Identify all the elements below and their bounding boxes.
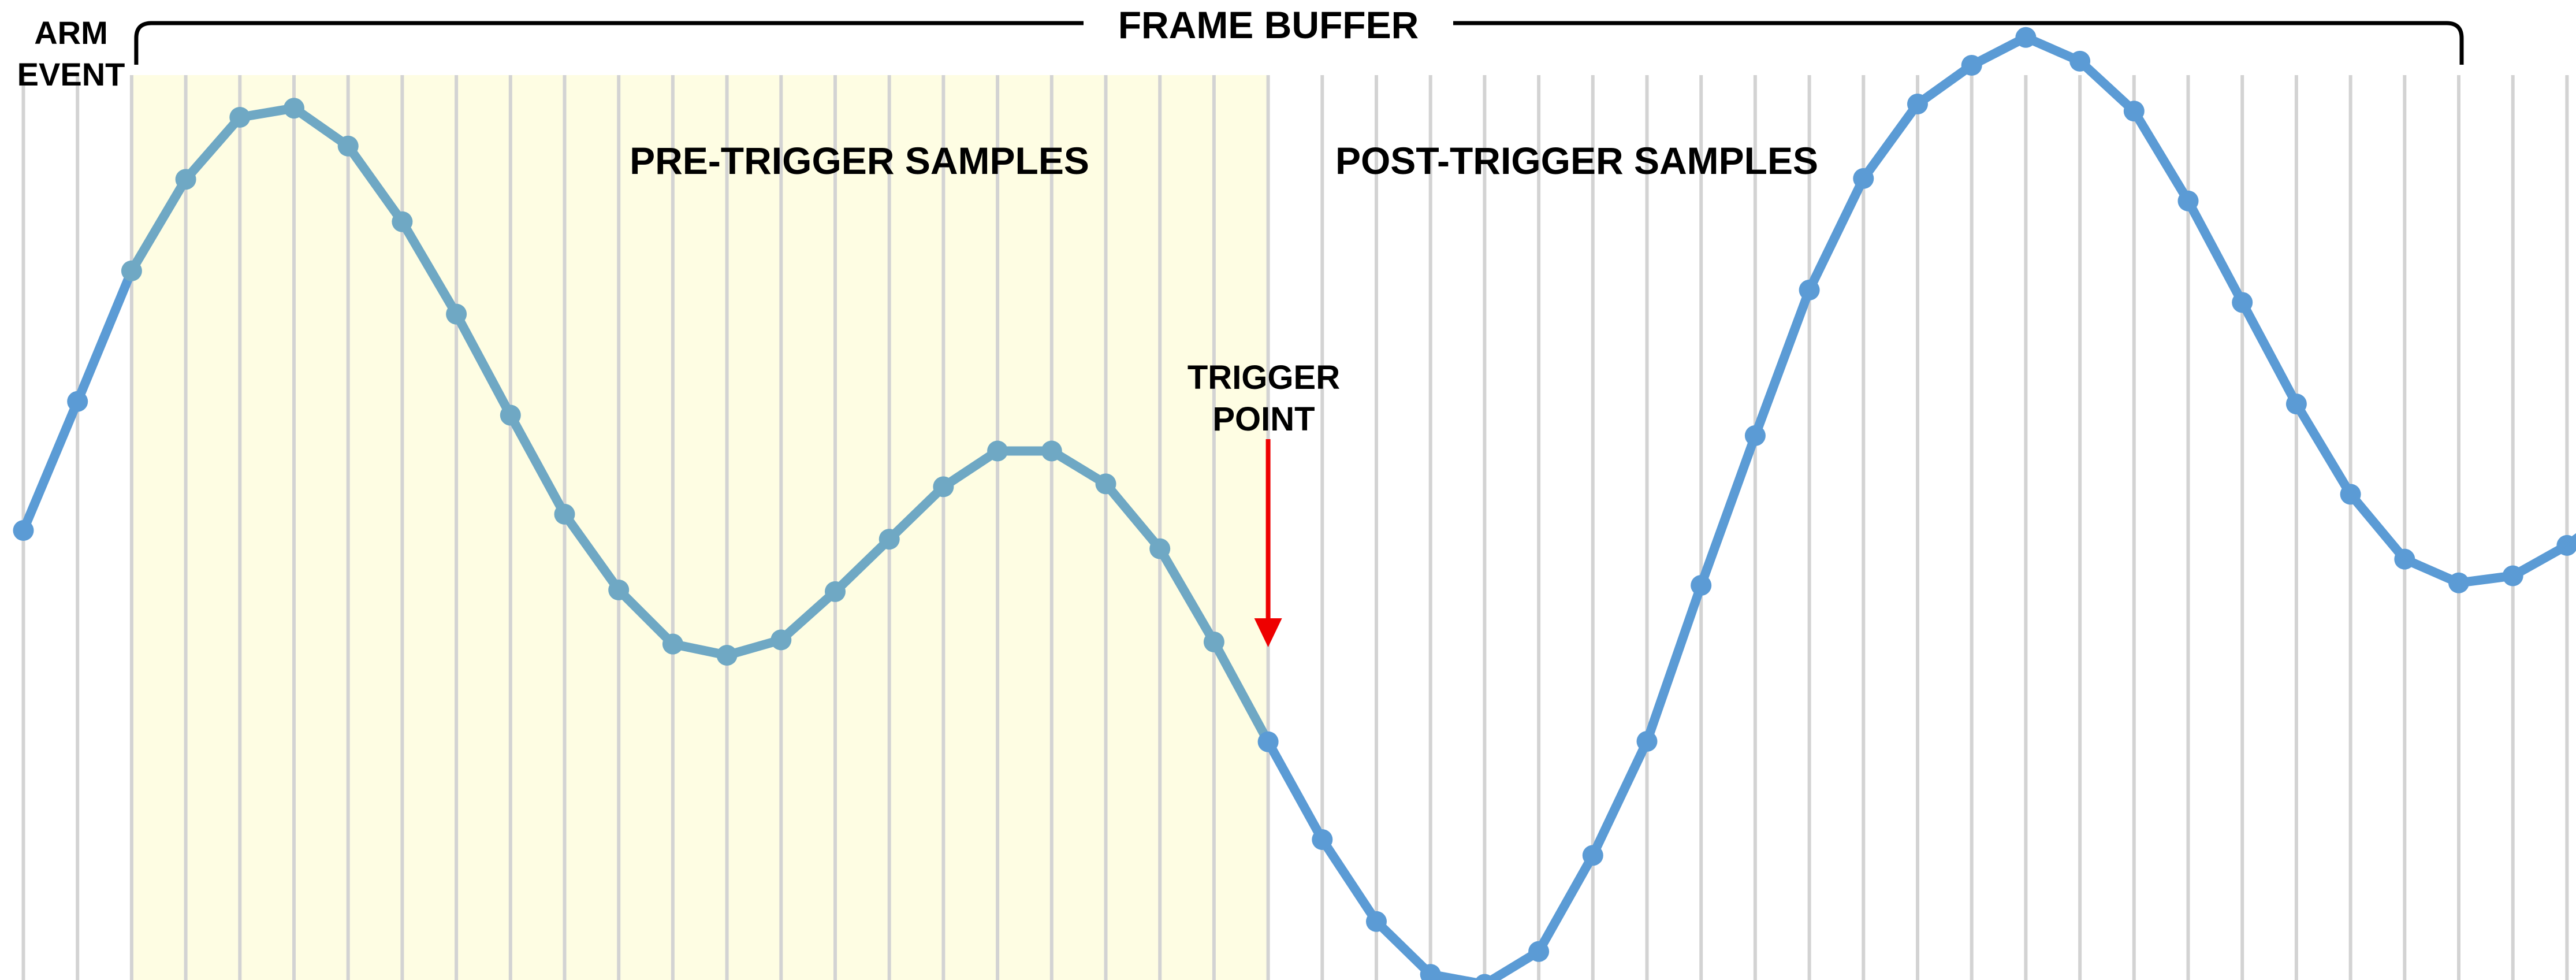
waveform-segment [884, 482, 948, 544]
trigger-point-label-line1: TRIGGER [1188, 359, 1340, 396]
sample-point [1257, 731, 1279, 752]
arm-event-label-line2: EVENT [17, 56, 125, 92]
waveform-segment [1372, 916, 1435, 979]
waveform-segment [1101, 479, 1165, 554]
waveform-segment [1534, 851, 1598, 956]
pre-trigger-samples-label: PRE-TRIGGER SAMPLES [630, 139, 1089, 182]
sample-point [500, 404, 521, 426]
waveform-segment [2129, 106, 2193, 206]
waveform-segment [452, 309, 515, 420]
waveform-segment [2291, 399, 2355, 499]
waveform-segment [289, 103, 353, 151]
pre-trigger-region [131, 75, 1268, 980]
waveform-segment [560, 509, 624, 595]
waveform-segment [1913, 61, 1976, 109]
sample-point [825, 581, 846, 602]
sample-point [1853, 168, 1874, 189]
waveform-segment [1642, 581, 1706, 747]
sample-point [121, 260, 142, 281]
waveform-segment [1750, 285, 1814, 440]
sample-point [1095, 473, 1116, 495]
sample-point [1636, 731, 1658, 752]
sample-point [2069, 50, 2091, 72]
sample-gridlines [21, 75, 2569, 980]
waveform-segment [776, 586, 840, 645]
arm-event-label-line1: ARM [34, 14, 108, 51]
sample-point [2123, 101, 2145, 122]
sample-point [1961, 55, 1982, 76]
trigger-point-label-line2: POINT [1212, 400, 1315, 438]
waveform-segment [2346, 489, 2410, 564]
waveform-segment [1263, 737, 1327, 844]
sample-point [1366, 911, 1387, 932]
sample-point [1582, 845, 1603, 866]
sample-points [13, 27, 2576, 980]
sample-point [1475, 974, 1494, 980]
sample-point [987, 440, 1008, 462]
waveform-segment [1155, 544, 1219, 647]
waveform-segment [939, 446, 1003, 492]
sample-point [67, 391, 88, 412]
waveform-segment [614, 585, 677, 649]
waveform-segment [2075, 56, 2139, 116]
waveform-segment [1483, 946, 1544, 980]
sample-point [878, 529, 900, 550]
sample-point [1907, 94, 1928, 114]
sample-point [2394, 548, 2415, 570]
sample-point [392, 211, 413, 232]
frame-buffer-label-background [1084, 0, 1453, 52]
sample-point [2448, 572, 2469, 593]
waveform-segment [1588, 737, 1652, 860]
waveform-segment [1317, 834, 1381, 926]
waveform-segment [343, 141, 407, 227]
sample-point [554, 503, 575, 525]
sample-point [2015, 27, 2037, 48]
sample-point [337, 135, 359, 157]
sample-point [2556, 534, 2576, 556]
waveform-segment [1859, 99, 1922, 183]
sample-point [2177, 190, 2199, 211]
waveform-segment [18, 396, 83, 535]
sample-point [1420, 964, 1441, 980]
sample-point [1312, 829, 1333, 850]
waveform-segment [1696, 430, 1760, 591]
sample-point [2232, 292, 2253, 313]
sample-point [716, 645, 738, 666]
sample-point [662, 633, 683, 655]
waveform-segment [126, 175, 191, 276]
waveform-segment [2183, 196, 2247, 307]
sample-point [1691, 575, 1712, 596]
sample-point [2340, 484, 2361, 505]
sample-point [1799, 279, 1820, 300]
waveform-segment [397, 217, 461, 319]
sample-point [2285, 394, 2307, 415]
post-trigger-samples-label: POST-TRIGGER SAMPLES [1335, 139, 1818, 182]
trigger-arrow-head [1254, 618, 1282, 647]
sample-point [1203, 631, 1224, 652]
waveform-segment [1804, 173, 1868, 295]
sample-point [446, 303, 467, 325]
sample-point [175, 169, 196, 190]
waveform-segment [73, 266, 136, 406]
waveform-segment [1047, 446, 1111, 489]
sample-point [13, 520, 34, 541]
frame-buffer-label: FRAME BUFFER [1118, 3, 1419, 46]
sample-point [2502, 565, 2523, 586]
sample-point [1528, 941, 1550, 962]
sample-point [229, 107, 251, 128]
sample-point [608, 579, 630, 600]
sample-point [933, 476, 954, 498]
sample-point [1041, 440, 1062, 462]
waveform-segment [181, 113, 245, 184]
waveform-segment [1209, 637, 1273, 747]
waveform-segment [831, 534, 894, 596]
sample-point [1149, 538, 1171, 559]
sample-point [770, 629, 792, 651]
waveform-segment [2238, 298, 2301, 409]
sample-point [284, 98, 304, 119]
waveform-segment [505, 410, 569, 519]
sample-point [1744, 425, 1766, 446]
